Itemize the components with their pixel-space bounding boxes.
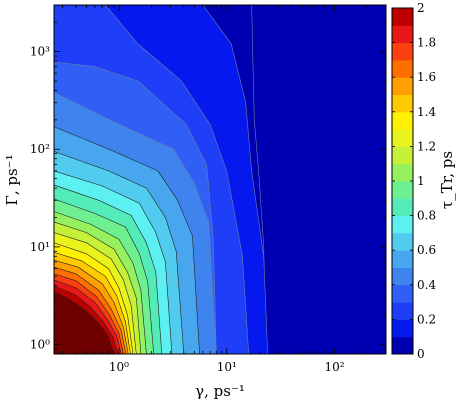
colorbar-segment [392, 25, 413, 44]
colorbar-segment [392, 111, 413, 130]
contour-fill-layer [54, 5, 386, 354]
colorbar-segment [392, 94, 413, 113]
colorbar-tick-label: 1.2 [417, 139, 436, 153]
contour-band-2.0 [54, 291, 115, 354]
plot-frame [53, 4, 387, 355]
colorbar-segment [392, 336, 413, 355]
y-axis-label: Γ, ps⁻¹ [3, 154, 21, 205]
y-tick-label: 10⁰ [30, 338, 50, 352]
colorbar-segment [392, 59, 413, 78]
x-axis-label: γ, ps⁻¹ [195, 382, 245, 400]
colorbar-segment [392, 146, 413, 165]
y-tick-label: 10³ [30, 45, 50, 59]
colorbar-segment [392, 129, 413, 147]
axes: 10⁰ 10¹ 10² 10⁰ 10¹ 10² 10³ [30, 4, 387, 374]
colorbar-segment [392, 198, 413, 217]
colorbar-segment [392, 302, 413, 320]
colorbar-tick-label: 1 [417, 174, 425, 188]
colorbar-tick-label: 0 [417, 347, 425, 361]
x-tick-label: 10¹ [217, 360, 237, 374]
colorbar-tick-label: 0.8 [417, 209, 436, 223]
colorbar-segment [392, 215, 413, 234]
colorbar-tick-label: 0.4 [417, 278, 436, 292]
colorbar-label: τ_Tr, ps [438, 151, 456, 209]
colorbar-tick-label: 0.6 [417, 243, 436, 257]
colorbar-segment [392, 42, 413, 61]
colorbar-segment [392, 250, 413, 268]
colorbar-tick-label: 1.8 [417, 36, 436, 50]
colorbar-segment [392, 267, 413, 286]
y-tick-label: 10¹ [30, 240, 50, 254]
y-tick-label: 10² [30, 142, 50, 156]
colorbar: 0 0.2 0.4 0.6 0.8 1 1.2 1.4 1.6 1.8 2 [391, 1, 436, 361]
colorbar-segment [392, 8, 413, 26]
colorbar-segment [392, 77, 413, 95]
x-tick-label: 10⁰ [109, 360, 129, 374]
colorbar-segment [392, 284, 413, 303]
colorbar-segment [392, 319, 413, 338]
colorbar-segment [392, 181, 413, 199]
colorbar-tick-label: 1.4 [417, 105, 436, 119]
colorbar-tick-label: 0.2 [417, 312, 436, 326]
colorbar-segment [392, 232, 413, 251]
colorbar-segment [392, 163, 413, 182]
x-tick-label: 10² [325, 360, 345, 374]
colorbar-tick-label: 2 [417, 1, 425, 15]
colorbar-tick-label: 1.6 [417, 70, 436, 84]
